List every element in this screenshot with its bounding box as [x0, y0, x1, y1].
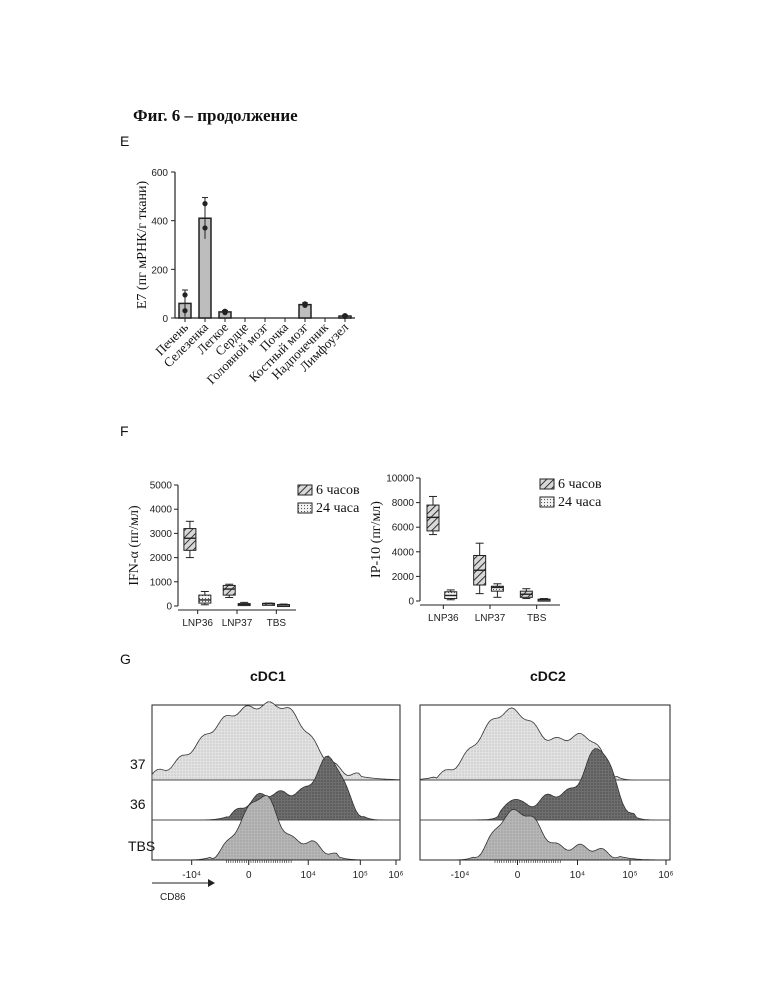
g-x-tick-label: 10⁵: [622, 870, 637, 881]
ifn-legend-swatch: [298, 485, 312, 495]
ifn-y-axis-label: IFN-α (пг/мл): [127, 505, 142, 586]
g-x-tick-label: 10⁶: [388, 870, 403, 881]
e-data-point: [182, 292, 187, 297]
e-data-point: [302, 301, 307, 306]
g-x-axis-label: CD86: [160, 892, 186, 903]
ifn-y-tick-label: 3000: [150, 529, 173, 540]
e-data-point: [202, 225, 207, 230]
panel-e-chart: 0200400600E7 (пг мРНК/г ткани)ПеченьСеле…: [135, 168, 355, 387]
g-x-tick-label: 10⁶: [658, 870, 673, 881]
ifn-x-tick-label: TBS: [267, 618, 287, 629]
ifn-box: [199, 595, 211, 603]
ip10-y-tick-label: 4000: [392, 547, 415, 558]
ifn-y-tick-label: 2000: [150, 553, 173, 564]
ip10-y-tick-label: 10000: [386, 474, 414, 485]
e-y-tick-label: 600: [151, 168, 168, 179]
e-y-tick-label: 400: [151, 217, 168, 228]
g-x-tick-label: 10⁵: [353, 870, 368, 881]
e-data-point: [342, 313, 347, 318]
e-data-point: [202, 201, 207, 206]
ifn-x-tick-label: LNP37: [222, 618, 253, 629]
ip10-legend-swatch: [540, 497, 554, 507]
e-y-tick-label: 200: [151, 265, 168, 276]
ifn-y-tick-label: 0: [166, 602, 172, 613]
ifn-box: [223, 585, 235, 595]
g-histogram: [420, 708, 670, 780]
g-histogram: [152, 702, 400, 780]
panel-f-ip10-chart: 0 2000 4000 6000 8000 10000 IP-10 (пг/мл) LNP36…: [369, 474, 602, 625]
e-y-tick-label: 0: [162, 314, 168, 325]
ifn-box: [184, 529, 196, 551]
ip10-y-tick-label: 2000: [392, 572, 415, 583]
g-x-tick-label: 10⁴: [570, 870, 585, 881]
ip10-y-tick-label: 6000: [392, 523, 415, 534]
g-axis-arrowhead: [208, 879, 215, 887]
ifn-y-tick-label: 5000: [150, 481, 173, 492]
ip10-legend-label: 6 часов: [558, 477, 602, 492]
ip10-legend-swatch: [540, 479, 554, 489]
g-x-tick-label: 0: [246, 870, 252, 881]
ifn-legend-swatch: [298, 503, 312, 513]
ip10-x-tick-label: LNP36: [428, 613, 459, 624]
g-x-tick-label: 0: [515, 870, 521, 881]
g-x-tick-label: -10⁴: [451, 870, 470, 881]
e-data-point: [222, 309, 227, 314]
e-y-axis-label: E7 (пг мРНК/г ткани): [135, 181, 150, 310]
ifn-legend-label: 24 часа: [316, 501, 360, 516]
panel-g-histograms: -10⁴ 0 10⁴ 10⁵ 10⁶ -10⁴ 0 10⁴ 10⁵ 10⁶ CD86: [152, 702, 674, 903]
ip10-legend-label: 24 часа: [558, 495, 602, 510]
ifn-legend-label: 6 часов: [316, 483, 360, 498]
panel-f-ifn-chart: 0 1000 2000 3000 4000 5000 IFN-α (пг/мл) LNP36 L…: [127, 481, 360, 630]
ip10-x-tick-label: TBS: [527, 613, 547, 624]
ifn-y-tick-label: 1000: [150, 577, 173, 588]
g-x-tick-label: -10⁴: [182, 870, 201, 881]
g-x-tick-label: 10⁴: [301, 870, 316, 881]
ip10-y-tick-label: 0: [408, 597, 414, 608]
ifn-y-tick-label: 4000: [150, 505, 173, 516]
e-data-point: [182, 308, 187, 313]
ip10-y-axis-label: IP-10 (пг/мл): [369, 501, 384, 578]
ip10-y-tick-label: 8000: [392, 498, 415, 509]
ip10-x-tick-label: LNP37: [475, 613, 506, 624]
ifn-x-tick-label: LNP36: [182, 618, 213, 629]
